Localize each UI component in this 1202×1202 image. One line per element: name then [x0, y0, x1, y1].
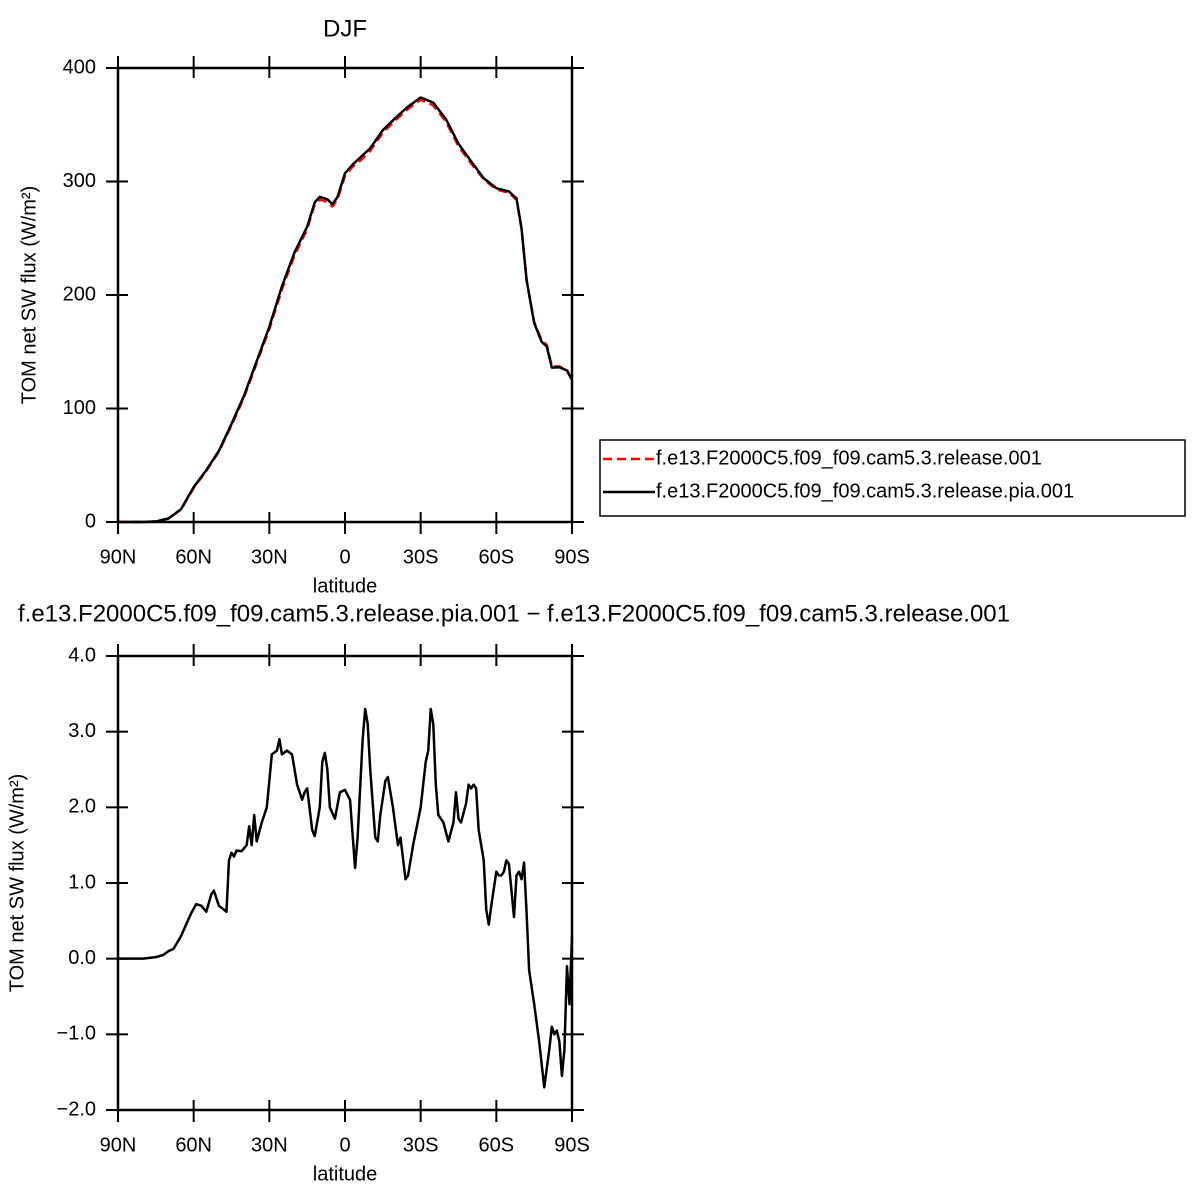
y-tick-label: 200	[63, 283, 96, 305]
x-tick-label: 0	[339, 1134, 350, 1156]
y-tick-label: 300	[63, 170, 96, 192]
y-tick-label: 4.0	[68, 644, 96, 666]
legend-box	[599, 439, 1186, 517]
x-tick-label: 30N	[251, 546, 288, 568]
x-tick-label: 60N	[175, 1134, 212, 1156]
y-axis-label: TOM net SW flux (W/m²)	[6, 774, 28, 993]
data-line	[118, 707, 574, 1089]
y-tick-label: 2.0	[68, 796, 96, 818]
x-tick-label: 90N	[100, 546, 137, 568]
y-tick-label: 0	[85, 510, 96, 532]
x-axis-label: latitude	[313, 575, 378, 597]
data-line	[118, 98, 574, 524]
y-axis-label: TOM net SW flux (W/m²)	[18, 186, 40, 405]
y-tick-label: −1.0	[57, 1023, 96, 1045]
y-tick-label: 100	[63, 397, 96, 419]
legend-label: f.e13.F2000C5.f09_f09.cam5.3.release.pia…	[656, 480, 1074, 502]
y-tick-label: 1.0	[68, 871, 96, 893]
chart-title: f.e13.F2000C5.f09_f09.cam5.3.release.pia…	[18, 600, 1010, 627]
x-tick-label: 30N	[251, 1134, 288, 1156]
y-tick-label: 400	[63, 56, 96, 78]
legend-label: f.e13.F2000C5.f09_f09.cam5.3.release.001	[656, 447, 1042, 469]
y-tick-label: −2.0	[57, 1098, 96, 1120]
plot-frame	[116, 654, 574, 1112]
x-tick-label: 90S	[554, 546, 590, 568]
chart-title: DJF	[323, 15, 367, 42]
y-tick-label: 0.0	[68, 947, 96, 969]
x-tick-label: 30S	[403, 546, 439, 568]
plot-frame	[116, 66, 574, 524]
y-tick-label: 3.0	[68, 720, 96, 742]
x-tick-label: 60N	[175, 546, 212, 568]
x-tick-label: 90S	[554, 1134, 590, 1156]
x-tick-label: 60S	[479, 1134, 515, 1156]
x-tick-label: 0	[339, 546, 350, 568]
x-axis-label: latitude	[313, 1163, 378, 1185]
x-tick-label: 90N	[100, 1134, 137, 1156]
x-tick-label: 60S	[479, 546, 515, 568]
x-tick-label: 30S	[403, 1134, 439, 1156]
data-line	[118, 96, 574, 524]
